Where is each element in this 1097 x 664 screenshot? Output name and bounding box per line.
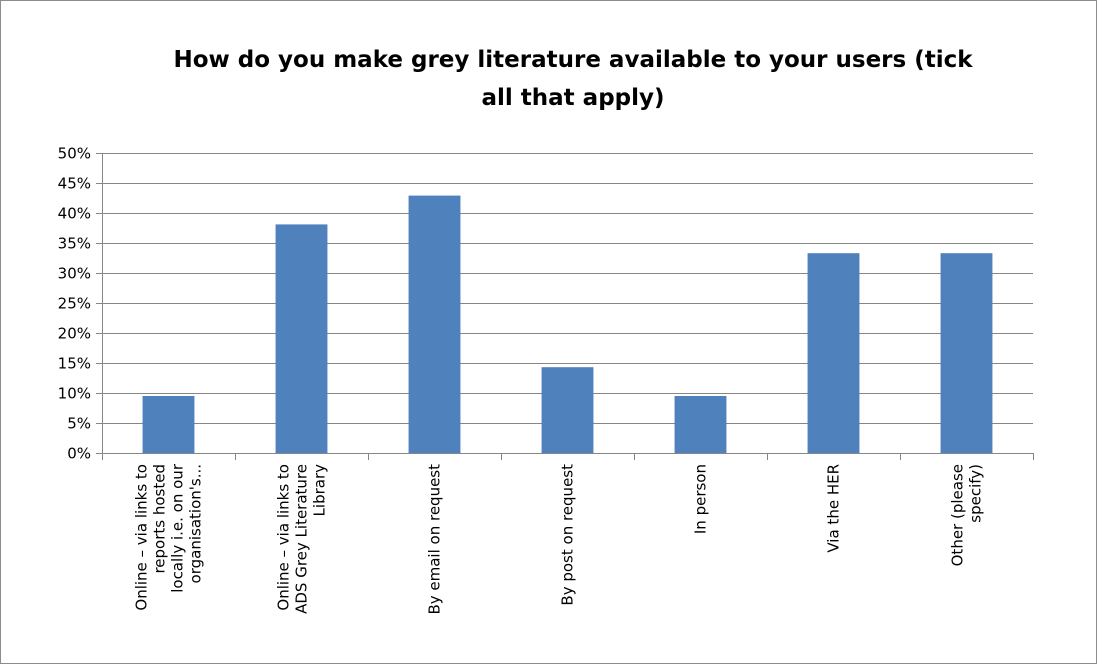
y-tick-label: 15% (58, 355, 91, 373)
bar (408, 195, 461, 453)
axes (96, 153, 1034, 460)
x-tick-label: Online – via links to (275, 464, 293, 611)
y-tick-label: 30% (58, 265, 91, 283)
x-axis-tick-labels: Online – via links to reports hosted local… (133, 463, 985, 614)
bar (940, 253, 993, 453)
x-tick-label: In person (692, 464, 710, 534)
y-tick-label: 5% (67, 415, 91, 433)
bars (142, 195, 993, 453)
x-tick-label: organisation's... (187, 464, 205, 583)
y-axis-tick-labels: 0% 5% 10% 15% 20% 25% 30% 35% 40% 45% 50% (58, 145, 91, 463)
x-tick-label: reports hosted (151, 464, 169, 574)
gridlines (102, 153, 1033, 424)
x-tick-label: Via the HER (825, 464, 843, 553)
x-tick-label: locally i.e. on our (169, 463, 187, 593)
y-tick-label: 40% (58, 205, 91, 223)
bar (142, 396, 195, 453)
x-tick-label: By post on request (559, 464, 577, 606)
y-tick-label: 20% (58, 325, 91, 343)
bar (541, 367, 594, 453)
y-tick-label: 0% (67, 445, 91, 463)
x-tick-label: ADS Grey Literature (293, 464, 311, 614)
y-tick-label: 50% (58, 145, 91, 163)
x-tick-label: Library (311, 464, 329, 517)
chart-title-line-2: all that apply) (481, 85, 664, 111)
y-tick-label: 25% (58, 295, 91, 313)
y-tick-label: 45% (58, 175, 91, 193)
bar (807, 253, 860, 453)
bar (674, 396, 727, 453)
x-tick-label: By email on request (426, 464, 444, 615)
x-tick-label: Other (please (949, 464, 967, 566)
x-tick-label: specify) (967, 464, 985, 523)
chart-title-line-1: How do you make grey literature availabl… (173, 47, 973, 73)
x-tick-label: Online – via links to (133, 464, 151, 611)
y-tick-label: 35% (58, 235, 91, 253)
y-tick-label: 10% (58, 385, 91, 403)
bar (275, 224, 328, 453)
